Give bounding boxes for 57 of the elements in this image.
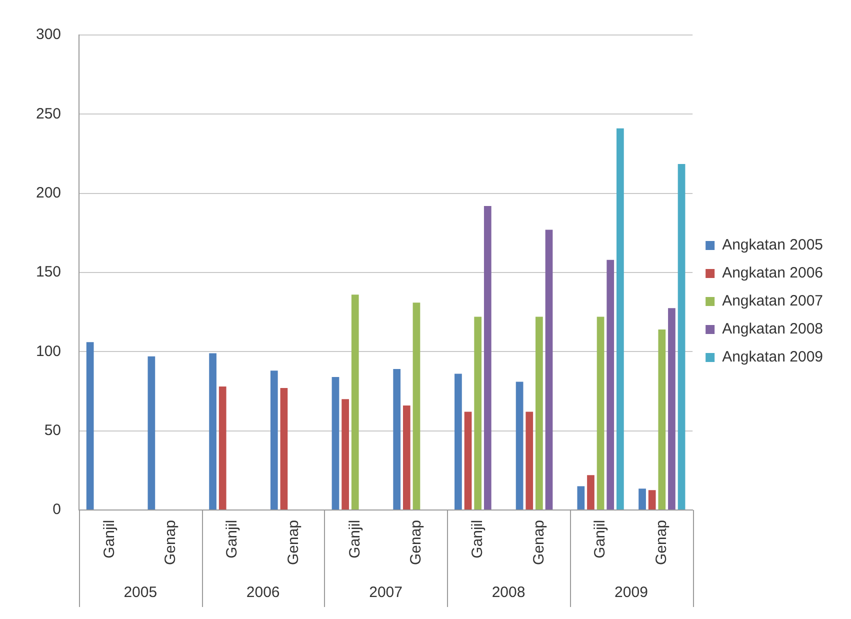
bar: [454, 374, 462, 510]
bar: [484, 206, 492, 510]
bar: [658, 329, 666, 510]
bar: [412, 302, 420, 510]
text: 2007: [369, 584, 402, 602]
bar: [351, 294, 359, 510]
y-tick-label: 50: [44, 422, 62, 439]
x-tick-label: Genap: [530, 520, 548, 566]
bar: [606, 260, 614, 510]
x-tick-label: Genap: [162, 520, 180, 566]
y-tick-label: 0: [52, 501, 62, 518]
y-tick-label: 100: [36, 342, 62, 360]
text: 2005: [124, 584, 158, 602]
bar: [280, 388, 288, 510]
bar: [587, 475, 594, 510]
bar: [209, 353, 216, 510]
x-tick-label: Genap: [284, 520, 302, 566]
text: 2008: [492, 584, 526, 602]
bar: [218, 386, 226, 510]
x-tick-label: Ganjil: [100, 520, 118, 558]
legend-label: Angkatan 2006: [722, 264, 823, 282]
bar: [638, 488, 646, 510]
bar: [86, 342, 94, 510]
text: 2006: [246, 584, 280, 602]
x-tick-label: Ganjil: [468, 520, 486, 558]
y-tick-label: 200: [36, 184, 62, 202]
bar: [545, 230, 553, 510]
bar: [668, 308, 676, 510]
y-tick-label: 300: [36, 26, 62, 44]
legend-label: Angkatan 2008: [722, 320, 823, 338]
legend-label: Angkatan 2005: [722, 236, 823, 254]
bar: [536, 316, 543, 510]
y-tick-label: 250: [36, 105, 62, 122]
bar: [577, 486, 585, 510]
bar: [148, 356, 156, 510]
y-tick-label: 150: [36, 264, 62, 281]
bar: [526, 412, 534, 510]
bar: [393, 369, 401, 510]
bar: [270, 370, 278, 510]
bar: [342, 399, 349, 510]
legend-label: Angkatan 2007: [722, 292, 823, 310]
bar: [616, 128, 624, 510]
text: 2009: [614, 584, 648, 602]
bar: [464, 412, 472, 510]
x-tick-label: Ganjil: [224, 520, 241, 558]
legend-label: Angkatan 2009: [722, 348, 823, 366]
x-tick-label: Genap: [408, 520, 425, 566]
bar: [648, 490, 656, 510]
x-tick-label: Ganjil: [346, 520, 364, 558]
x-tick-label: Ganjil: [592, 520, 609, 558]
bar: [596, 316, 604, 510]
bar: [678, 164, 686, 510]
bar: [516, 382, 524, 510]
bar: [474, 316, 482, 510]
bar: [402, 405, 410, 510]
bar: [332, 376, 340, 510]
x-tick-label: Genap: [653, 520, 670, 566]
